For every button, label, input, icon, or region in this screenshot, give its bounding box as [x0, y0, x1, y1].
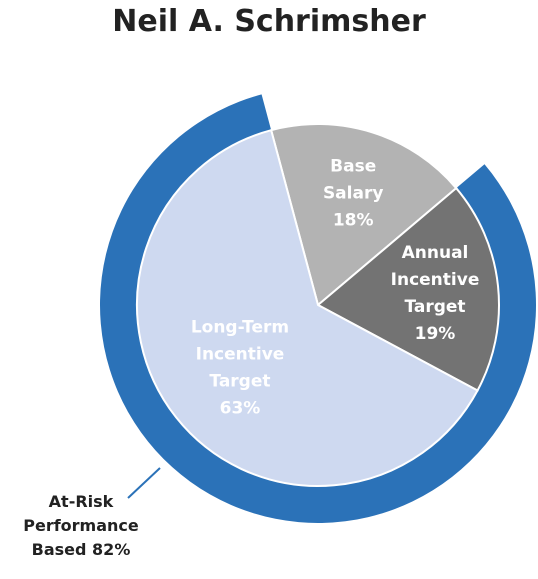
long-term-incentive-label: Long-Term Incentive Target 63%: [191, 317, 289, 418]
chart-title: Neil A. Schrimsher: [112, 4, 426, 39]
long-term-incentive-label-line: Incentive: [196, 344, 285, 364]
long-term-incentive-slice: [136, 128, 479, 487]
long-term-incentive-label-line: Target: [209, 371, 270, 391]
base-salary-slice: [269, 123, 458, 307]
at-risk-callout: At-Risk Performance Based 82%: [6, 490, 156, 562]
annual-incentive-label: Annual Incentive Target 19%: [391, 243, 480, 344]
callout-leader-line: [127, 467, 161, 499]
annual-incentive-label-line: 19%: [415, 324, 456, 344]
annual-incentive-slice: [316, 186, 500, 392]
base-salary-label-line: Salary: [323, 184, 383, 204]
annual-incentive-label-line: Annual: [402, 243, 469, 263]
base-salary-label-line: 18%: [333, 211, 374, 231]
callout-line-1: At-Risk: [48, 492, 114, 511]
callout-line-3: Based 82%: [31, 540, 131, 559]
long-term-incentive-label-line: Long-Term: [191, 317, 289, 337]
annual-incentive-label-line: Incentive: [391, 270, 480, 290]
callout-line-2: Performance: [23, 516, 139, 535]
long-term-incentive-label-line: 63%: [220, 398, 261, 418]
base-salary-label: Base Salary 18%: [323, 157, 383, 231]
annual-incentive-label-line: Target: [404, 297, 465, 317]
base-salary-label-line: Base: [330, 157, 376, 177]
